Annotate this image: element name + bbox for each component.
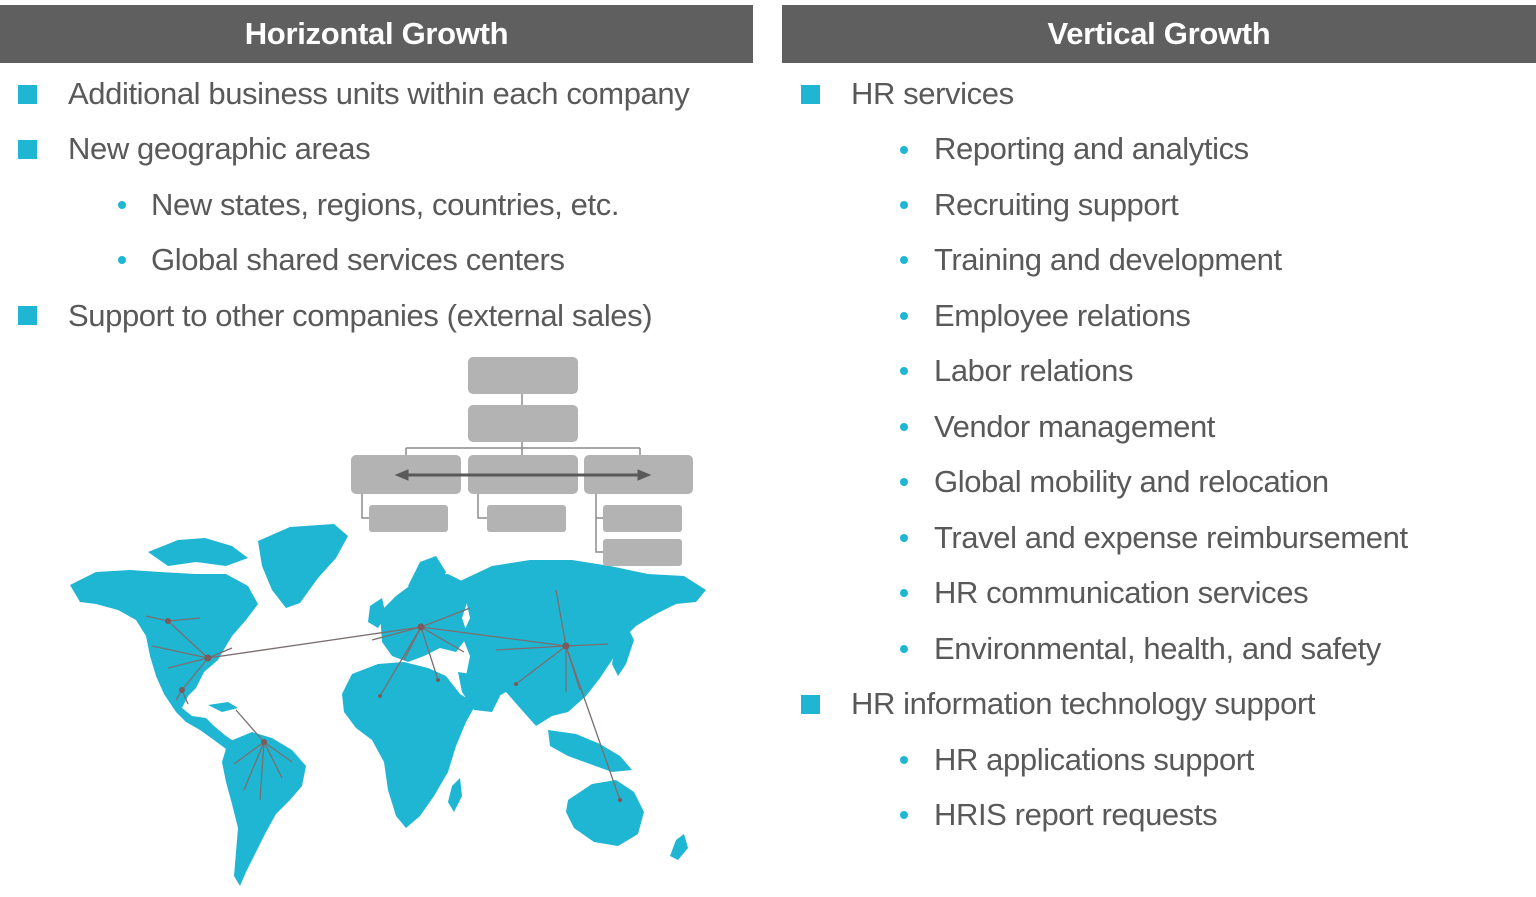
- list-item: Global mobility and relocation: [934, 464, 1329, 499]
- round-bullet-icon: [900, 478, 908, 486]
- list-item: Additional business units within each co…: [68, 76, 690, 111]
- round-bullet-icon: [900, 312, 908, 320]
- list-item: Environmental, health, and safety: [934, 631, 1381, 666]
- horizontal-growth-header: Horizontal Growth: [0, 5, 753, 63]
- list-item: HRIS report requests: [934, 797, 1218, 832]
- list-item: Reporting and analytics: [934, 131, 1249, 166]
- round-bullet-icon: [900, 256, 908, 264]
- round-bullet-icon: [900, 367, 908, 375]
- world-map-icon: [70, 524, 706, 886]
- list-item: Global shared services centers: [151, 242, 565, 277]
- list-item: HR information technology support: [851, 686, 1316, 721]
- list-item: Training and development: [934, 242, 1282, 277]
- list-item: New geographic areas: [68, 131, 371, 166]
- round-bullet-icon: [900, 645, 908, 653]
- list-item: HR services: [851, 76, 1014, 111]
- list-item: Recruiting support: [934, 187, 1179, 222]
- round-bullet-icon: [900, 423, 908, 431]
- list-item: Support to other companies (external sal…: [68, 298, 653, 333]
- list-item: Labor relations: [934, 353, 1134, 388]
- square-bullet-icon: [18, 140, 37, 159]
- round-bullet-icon: [900, 589, 908, 597]
- network-nodes: [165, 618, 623, 803]
- vertical-growth-header: Vertical Growth: [782, 5, 1536, 63]
- square-bullet-icon: [18, 85, 37, 104]
- square-bullet-icon: [18, 306, 37, 325]
- round-bullet-icon: [900, 811, 908, 819]
- round-bullet-icon: [900, 201, 908, 209]
- round-bullet-icon: [900, 756, 908, 764]
- round-bullet-icon: [900, 534, 908, 542]
- org-chart-icon: [351, 357, 693, 566]
- horizontal-growth-title: Horizontal Growth: [244, 16, 509, 51]
- round-bullet-icon: [118, 201, 126, 209]
- round-bullet-icon: [900, 146, 908, 154]
- list-item: HR applications support: [934, 742, 1254, 777]
- list-item: HR communication services: [934, 575, 1309, 610]
- list-item: Vendor management: [934, 409, 1216, 444]
- list-item: Travel and expense reimbursement: [934, 520, 1408, 555]
- network-icon: [145, 589, 621, 801]
- square-bullet-icon: [801, 695, 820, 714]
- list-item: New states, regions, countries, etc.: [151, 187, 620, 222]
- list-item: Employee relations: [934, 298, 1191, 333]
- round-bullet-icon: [118, 256, 126, 264]
- square-bullet-icon: [801, 85, 820, 104]
- world-map-illustration: [70, 357, 706, 886]
- vertical-growth-title: Vertical Growth: [1047, 16, 1271, 51]
